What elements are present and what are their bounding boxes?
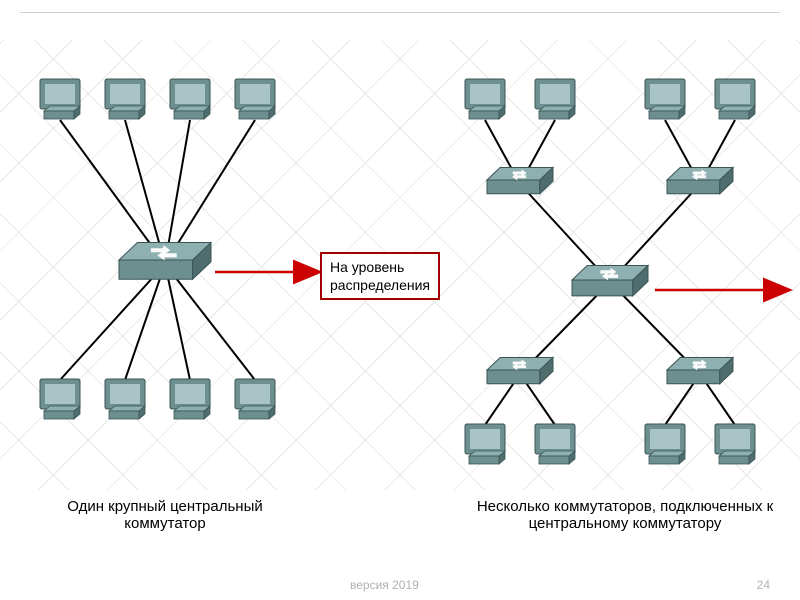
right-caption: Несколько коммутаторов, подключенных к ц…	[470, 498, 780, 532]
page-number: 24	[757, 578, 770, 592]
footer-version: версия 2019	[350, 578, 419, 592]
left-caption: Один крупный центральный коммутатор	[25, 498, 305, 532]
distribution-label: На уровеньраспределения	[320, 252, 440, 300]
top-divider	[20, 12, 780, 13]
